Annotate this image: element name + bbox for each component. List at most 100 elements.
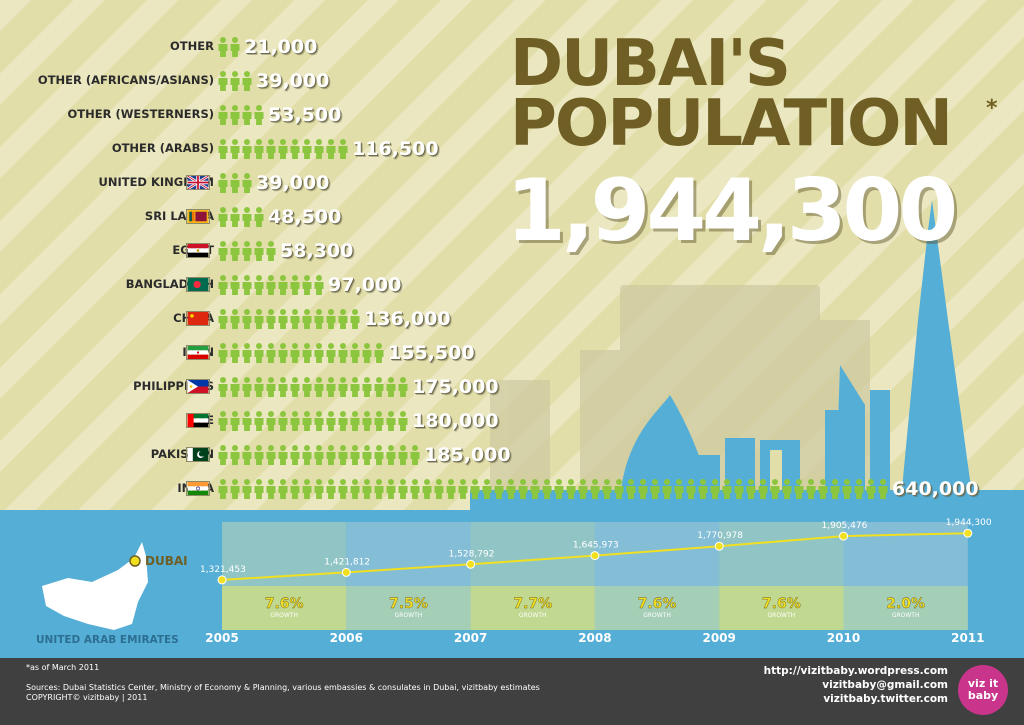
row-label: OTHER (WESTERNERS) (67, 107, 214, 121)
person-icon (242, 479, 252, 499)
title-asterisk: * (986, 96, 998, 121)
person-icon (542, 479, 552, 499)
person-icons-bar (218, 445, 420, 465)
person-icon (278, 343, 288, 363)
person-icon (434, 479, 444, 499)
person-icon (242, 343, 252, 363)
person-icon (302, 275, 312, 295)
person-icon (242, 207, 252, 227)
person-icon (338, 309, 348, 329)
person-icon (362, 377, 372, 397)
row-value: 116,500 (352, 138, 439, 160)
top-panel (0, 0, 1024, 510)
population-point-label: 1,528,792 (449, 549, 495, 559)
population-point-label: 1,321,453 (200, 565, 246, 575)
person-icon (314, 343, 324, 363)
population-point-label: 1,645,973 (573, 541, 619, 551)
person-icon (242, 71, 252, 91)
row-value: 39,000 (256, 172, 330, 194)
person-icon (254, 479, 264, 499)
total-population: 1,944,300 (506, 161, 958, 261)
person-icon (374, 411, 384, 431)
growth-band (843, 586, 968, 630)
person-icon (254, 241, 264, 261)
year-tick-label: 2005 (205, 631, 238, 645)
person-icon (218, 445, 228, 465)
person-icon (674, 479, 684, 499)
person-icon (314, 275, 324, 295)
blog-link[interactable]: http://vizitbaby.wordpress.com (763, 665, 948, 677)
person-icon (422, 479, 432, 499)
population-point-label: 1,944,300 (946, 518, 992, 528)
growth-caption: GROWTH (395, 612, 423, 619)
row-label: UNITED KINGDOM (98, 175, 214, 189)
twitter-link[interactable]: vizitbaby.twitter.com (823, 693, 948, 705)
person-icons-bar (218, 411, 408, 431)
footnote: *as of March 2011 (26, 663, 100, 672)
uae-shape (42, 542, 148, 630)
person-icon (278, 411, 288, 431)
growth-caption: GROWTH (892, 612, 920, 619)
person-icon (326, 139, 336, 159)
person-icons-bar (218, 241, 276, 261)
person-icon (266, 139, 276, 159)
dubai-label: DUBAI (145, 554, 188, 568)
person-icon (290, 445, 300, 465)
row-value: 640,000 (892, 478, 979, 500)
growth-caption: GROWTH (768, 612, 796, 619)
year-tick-label: 2010 (827, 631, 860, 645)
person-icon (602, 479, 612, 499)
population-point (217, 575, 227, 585)
sources-text: Sources: Dubai Statistics Center, Minist… (26, 683, 540, 692)
person-icon (302, 377, 312, 397)
person-icon (410, 445, 420, 465)
flag-uae-icon (186, 413, 210, 428)
person-icon (302, 411, 312, 431)
person-icon (302, 343, 312, 363)
person-icon (302, 445, 312, 465)
person-icon (278, 139, 288, 159)
person-icon (290, 139, 300, 159)
flag-srilanka-icon (186, 209, 210, 224)
email-link[interactable]: vizitbaby@gmail.com (822, 679, 948, 691)
person-icon (254, 275, 264, 295)
person-icon (254, 105, 264, 125)
row-label: OTHER (ARABS) (111, 141, 214, 155)
person-icon (278, 275, 288, 295)
person-icon (242, 309, 252, 329)
person-icon (314, 377, 324, 397)
person-icon (818, 479, 828, 499)
person-icon (242, 411, 252, 431)
person-icon (878, 479, 888, 499)
person-icon (278, 309, 288, 329)
flag-philippines-icon (186, 379, 210, 394)
growth-rate-label: 7.6% (265, 596, 304, 612)
person-icon (518, 479, 528, 499)
person-icon (278, 445, 288, 465)
person-icon (362, 343, 372, 363)
person-icon (746, 479, 756, 499)
population-point (341, 567, 351, 577)
person-icon (386, 411, 396, 431)
person-icon (290, 377, 300, 397)
person-icon (218, 105, 228, 125)
person-icon (326, 411, 336, 431)
person-icon (230, 207, 240, 227)
person-icon (314, 479, 324, 499)
row-label: OTHER (170, 39, 214, 53)
person-icon (278, 377, 288, 397)
person-icon (218, 37, 228, 57)
person-icon (218, 377, 228, 397)
person-icon (782, 479, 792, 499)
person-icon (230, 241, 240, 261)
year-tick-label: 2008 (578, 631, 611, 645)
person-icons-bar (218, 377, 408, 397)
person-icon (266, 309, 276, 329)
person-icon (290, 479, 300, 499)
person-icons-bar (218, 71, 252, 91)
person-icon (254, 411, 264, 431)
growth-caption: GROWTH (519, 612, 547, 619)
flag-egypt-icon (186, 243, 210, 258)
dubai-marker (129, 555, 141, 567)
flag-china-icon (186, 311, 210, 326)
